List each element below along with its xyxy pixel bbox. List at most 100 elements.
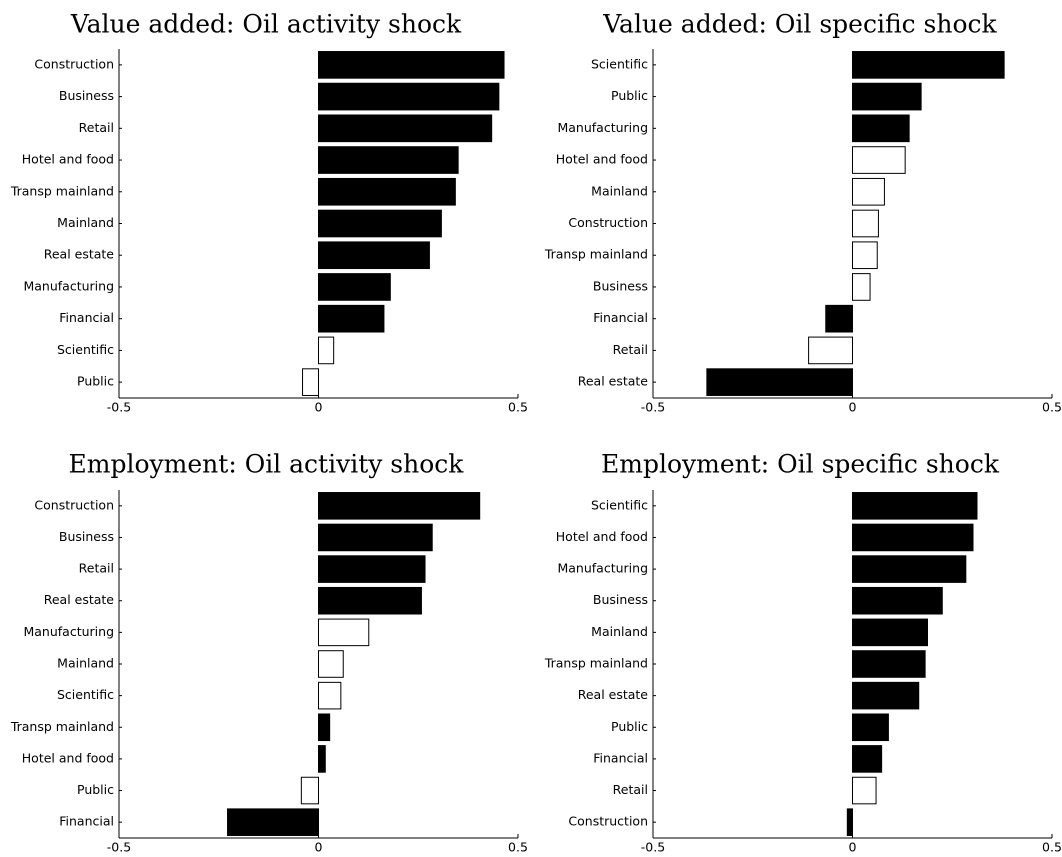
- category-label: Business: [593, 278, 648, 293]
- category-label: Mainland: [591, 183, 648, 198]
- bar-real-estate: [318, 241, 430, 270]
- category-label: Public: [611, 88, 648, 103]
- category-label: Scientific: [591, 56, 648, 71]
- bar-business: [852, 586, 943, 615]
- category-label: Manufacturing: [557, 561, 648, 576]
- category-label: Public: [77, 374, 114, 389]
- bar-construction: [852, 209, 879, 238]
- bar-retail: [808, 336, 853, 365]
- bar-manufacturing: [852, 555, 967, 583]
- x-tick-label: 0.5: [1042, 840, 1062, 855]
- category-label: Transp mainland: [544, 247, 648, 262]
- category-label: Financial: [59, 814, 114, 829]
- category-label: Hotel and food: [556, 529, 648, 544]
- bar-transp-mainland: [318, 713, 331, 742]
- category-label: Manufacturing: [23, 624, 114, 639]
- category-label: Manufacturing: [557, 120, 648, 135]
- category-label: Mainland: [57, 215, 114, 230]
- category-label: Transp mainland: [10, 183, 114, 198]
- category-label: Retail: [613, 782, 648, 797]
- bar-construction: [846, 808, 853, 836]
- bar-financial: [318, 304, 385, 333]
- bar-construction: [318, 492, 481, 520]
- bar-financial: [825, 304, 854, 333]
- category-label: Construction: [34, 56, 114, 71]
- category-label: Scientific: [591, 497, 648, 512]
- category-label: Hotel and food: [22, 750, 114, 765]
- category-label: Public: [611, 719, 648, 734]
- bar-transp-mainland: [852, 650, 926, 678]
- x-tick-label: -0.5: [641, 840, 665, 855]
- bar-real-estate: [318, 586, 422, 615]
- x-tick-label: 0: [849, 840, 857, 855]
- bar-mainland: [852, 618, 929, 647]
- category-label: Financial: [593, 310, 648, 325]
- category-label: Mainland: [591, 624, 648, 639]
- bar-real-estate: [706, 368, 853, 396]
- bar-mainland: [852, 177, 885, 206]
- bar-scientific: [318, 681, 342, 710]
- bar-transp-mainland: [852, 241, 878, 270]
- category-label: Manufacturing: [23, 278, 114, 293]
- x-tick-label: 0: [315, 400, 323, 415]
- panel-title: Employment: Oil specific shock: [601, 450, 1000, 479]
- category-label: Retail: [79, 120, 114, 135]
- category-label: Hotel and food: [22, 152, 114, 167]
- bar-financial: [852, 745, 883, 773]
- bar-manufacturing: [852, 114, 910, 143]
- bar-mainland: [318, 209, 442, 238]
- x-tick-label: 0: [849, 400, 857, 415]
- bar-scientific: [852, 51, 1005, 79]
- bar-business: [852, 273, 871, 301]
- category-label: Business: [59, 529, 114, 544]
- category-label: Construction: [568, 814, 648, 829]
- category-label: Real estate: [44, 592, 115, 607]
- category-label: Scientific: [57, 687, 114, 702]
- bar-hotel-and-food: [318, 745, 326, 773]
- category-label: Real estate: [44, 247, 115, 262]
- bar-scientific: [318, 336, 335, 365]
- bar-hotel-and-food: [852, 146, 906, 174]
- bar-retail: [852, 776, 877, 805]
- x-tick-label: -0.5: [641, 400, 665, 415]
- bar-scientific: [852, 492, 978, 520]
- category-label: Transp mainland: [10, 719, 114, 734]
- bar-real-estate: [852, 681, 920, 710]
- category-label: Retail: [613, 342, 648, 357]
- category-label: Real estate: [578, 374, 649, 389]
- category-label: Mainland: [57, 656, 114, 671]
- category-label: Retail: [79, 561, 114, 576]
- category-label: Public: [77, 782, 114, 797]
- bar-hotel-and-food: [852, 523, 974, 552]
- x-tick-label: -0.5: [107, 840, 131, 855]
- bar-manufacturing: [318, 273, 391, 301]
- bar-public: [852, 82, 922, 111]
- bar-financial: [227, 808, 319, 836]
- category-label: Scientific: [57, 342, 114, 357]
- bar-public: [302, 368, 320, 396]
- category-label: Business: [593, 592, 648, 607]
- category-label: Business: [59, 88, 114, 103]
- category-label: Financial: [59, 310, 114, 325]
- bar-transp-mainland: [318, 177, 456, 206]
- bar-manufacturing: [318, 618, 370, 647]
- panel-title: Value added: Oil activity shock: [70, 10, 462, 39]
- bar-hotel-and-food: [318, 146, 459, 174]
- category-label: Financial: [593, 750, 648, 765]
- bar-business: [318, 82, 500, 111]
- bar-mainland: [318, 650, 344, 678]
- category-label: Construction: [34, 497, 114, 512]
- panel-title: Value added: Oil specific shock: [602, 10, 997, 39]
- bar-retail: [318, 114, 493, 143]
- panel-title: Employment: Oil activity shock: [69, 450, 465, 479]
- bar-retail: [318, 555, 426, 583]
- x-tick-label: 0: [315, 840, 323, 855]
- bar-construction: [318, 51, 505, 79]
- category-label: Construction: [568, 215, 648, 230]
- x-tick-label: -0.5: [107, 400, 131, 415]
- category-label: Transp mainland: [544, 656, 648, 671]
- bar-public: [300, 776, 319, 805]
- x-tick-label: 0.5: [1042, 400, 1062, 415]
- bar-public: [852, 713, 889, 742]
